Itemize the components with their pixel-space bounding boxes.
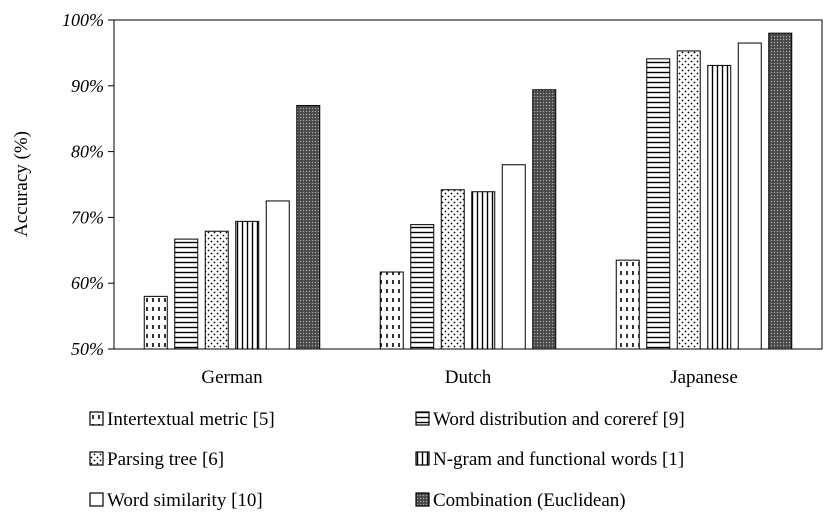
y-tick-label: 70%	[71, 207, 104, 227]
bar-german-series-1	[143, 295, 168, 350]
legend-swatch	[89, 411, 104, 426]
bar-japanese-series-1	[615, 259, 640, 350]
legend-item: Intertextual metric [5]	[89, 409, 275, 430]
bar-japanese-series-3	[676, 50, 701, 350]
bar-dutch-series-3	[440, 189, 465, 350]
legend-item: Parsing tree [6]	[89, 449, 224, 470]
y-tick-label: 50%	[71, 339, 104, 359]
bar-dutch-series-2	[410, 224, 435, 350]
legend-item: N-gram and functional words [1]	[415, 449, 684, 470]
bar-dutch-series-4	[471, 191, 496, 350]
bar-dutch-series-5	[501, 164, 526, 350]
bar-dutch-series-1	[379, 271, 404, 350]
bar-german-series-3	[204, 230, 229, 350]
bar-german-series-2	[174, 238, 199, 350]
bar-japanese-series-6	[768, 32, 793, 350]
bar-german-series-5	[265, 200, 290, 350]
legend-item: Word similarity [10]	[89, 490, 263, 511]
legend-swatch	[415, 411, 430, 426]
legend: Intertextual metric [5] Word distribution…	[89, 409, 685, 511]
legend-label: Intertextual metric [5]	[107, 409, 275, 430]
plot-frame	[113, 19, 823, 350]
bar-dutch-series-6	[532, 89, 557, 350]
x-tick-label: Japanese	[670, 367, 738, 388]
y-axis-label: Accuracy (%)	[11, 131, 32, 237]
y-tick-label: 100%	[62, 10, 104, 30]
y-axis: 50% 60% 70% 80% 90% 100%	[62, 10, 114, 359]
legend-swatch	[415, 492, 430, 507]
x-tick-label: Dutch	[445, 367, 492, 388]
x-tick-label: German	[201, 367, 263, 388]
legend-swatch	[415, 451, 430, 466]
bars	[143, 32, 793, 350]
y-tick-label: 90%	[71, 76, 104, 96]
bar-japanese-series-5	[737, 42, 762, 350]
x-axis: German Dutch Japanese	[201, 367, 737, 388]
legend-swatch	[89, 451, 104, 466]
bar-german-series-4	[235, 220, 260, 350]
legend-item: Combination (Euclidean)	[415, 490, 626, 511]
y-tick-label: 80%	[71, 142, 104, 162]
legend-label: N-gram and functional words [1]	[433, 449, 684, 470]
legend-label: Word similarity [10]	[107, 490, 263, 511]
bar-japanese-series-4	[707, 64, 732, 350]
y-tick-label: 60%	[71, 273, 104, 293]
legend-label: Parsing tree [6]	[107, 449, 224, 470]
legend-swatch	[89, 492, 104, 507]
bar-japanese-series-2	[646, 58, 671, 350]
legend-label: Word distribution and coreref [9]	[433, 409, 685, 430]
legend-item: Word distribution and coreref [9]	[415, 409, 685, 430]
bar-german-series-6	[296, 105, 321, 350]
legend-label: Combination (Euclidean)	[433, 490, 626, 511]
